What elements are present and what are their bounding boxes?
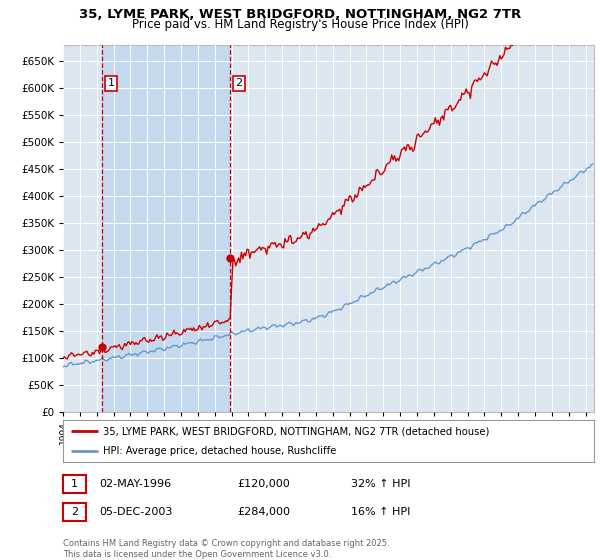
Text: 35, LYME PARK, WEST BRIDGFORD, NOTTINGHAM, NG2 7TR (detached house): 35, LYME PARK, WEST BRIDGFORD, NOTTINGHA… — [103, 426, 489, 436]
Text: HPI: Average price, detached house, Rushcliffe: HPI: Average price, detached house, Rush… — [103, 446, 336, 456]
Text: 02-MAY-1996: 02-MAY-1996 — [99, 479, 171, 489]
Text: 2: 2 — [235, 78, 242, 88]
Text: 1: 1 — [107, 78, 115, 88]
Text: Contains HM Land Registry data © Crown copyright and database right 2025.
This d: Contains HM Land Registry data © Crown c… — [63, 539, 389, 559]
Text: 2: 2 — [71, 507, 78, 517]
Text: £120,000: £120,000 — [237, 479, 290, 489]
Text: 32% ↑ HPI: 32% ↑ HPI — [351, 479, 410, 489]
Text: 05-DEC-2003: 05-DEC-2003 — [99, 507, 172, 517]
Text: 16% ↑ HPI: 16% ↑ HPI — [351, 507, 410, 517]
Bar — [102, 45, 230, 412]
Text: Price paid vs. HM Land Registry's House Price Index (HPI): Price paid vs. HM Land Registry's House … — [131, 18, 469, 31]
Text: 35, LYME PARK, WEST BRIDGFORD, NOTTINGHAM, NG2 7TR: 35, LYME PARK, WEST BRIDGFORD, NOTTINGHA… — [79, 8, 521, 21]
Text: £284,000: £284,000 — [237, 507, 290, 517]
Text: 1: 1 — [71, 479, 78, 489]
